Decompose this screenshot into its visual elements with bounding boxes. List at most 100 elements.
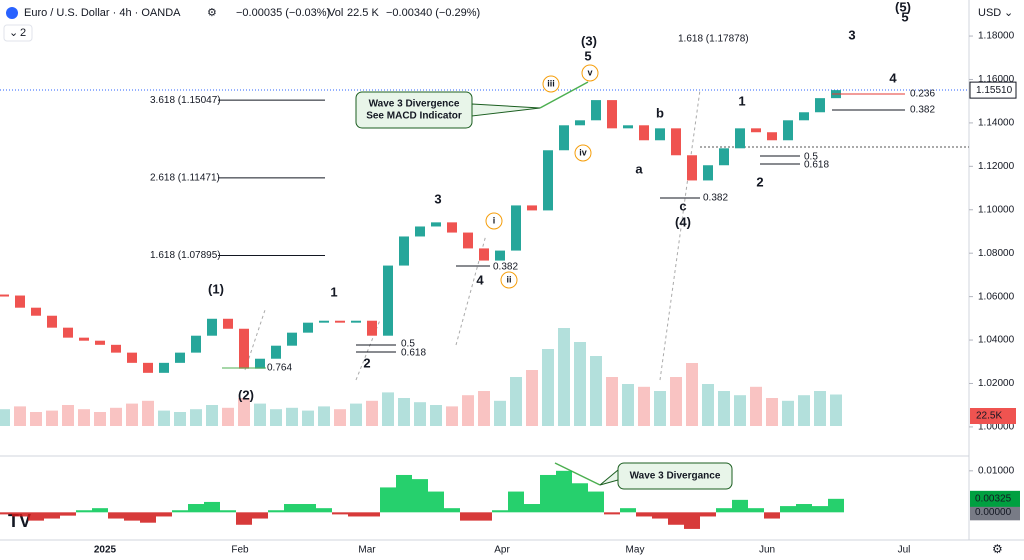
currency-dropdown[interactable]: ⌄ — [1004, 7, 1013, 19]
volume-bar — [718, 391, 730, 426]
volume-bar — [78, 409, 90, 426]
symbol-icon — [6, 7, 18, 19]
candle — [799, 112, 809, 121]
callout-text: See MACD Indicator — [366, 111, 462, 122]
macd-bar — [716, 508, 732, 513]
macd-divergence-line — [554, 462, 601, 486]
x-tick-label: Feb — [231, 545, 249, 556]
volume-bar — [606, 377, 618, 426]
volume-bar — [142, 400, 154, 426]
candle — [575, 120, 585, 126]
macd-bar — [652, 512, 668, 519]
candle — [79, 337, 89, 341]
volume-bar — [686, 363, 698, 426]
candle — [479, 248, 489, 261]
candle — [223, 318, 233, 329]
volume-bar — [526, 370, 538, 426]
macd-bar — [316, 508, 332, 513]
volume-bar — [382, 392, 394, 426]
volume-badge — [970, 408, 1016, 424]
macd-bar — [748, 508, 764, 513]
wave-label: (3) — [581, 33, 597, 48]
wave-label: i — [493, 215, 496, 225]
wave-label: v — [587, 67, 592, 77]
candle — [495, 250, 505, 261]
macd-bar — [764, 512, 780, 519]
symbol: Euro / U.S. Dollar · 4h · OANDA — [24, 7, 181, 19]
volume-bar — [206, 405, 218, 426]
candle — [687, 155, 697, 181]
candle — [399, 236, 409, 266]
macd-bar — [460, 512, 476, 521]
macd-bar — [444, 508, 460, 513]
macd-bar — [44, 512, 60, 519]
volume-bar — [46, 410, 58, 426]
candle — [255, 358, 265, 369]
candle — [303, 322, 313, 333]
wave-label: c — [679, 198, 686, 213]
wave-label: (4) — [675, 214, 691, 229]
volume-bar — [94, 412, 106, 426]
wave-label: (2) — [238, 387, 254, 402]
wave-label: 2 — [756, 174, 763, 189]
macd-bar — [396, 474, 412, 513]
macd-bar — [12, 512, 28, 517]
callout-pointer — [471, 103, 541, 117]
collapse-button[interactable] — [3, 24, 33, 42]
wave-circle — [542, 75, 560, 93]
macd-bar — [588, 491, 604, 513]
candle — [735, 128, 745, 149]
macd-last-label: 0.00325 — [975, 493, 1012, 504]
volume-bar — [734, 395, 746, 426]
volume-bar — [430, 405, 442, 426]
volume-bar — [638, 386, 650, 426]
wave-label: (5) — [895, 0, 911, 14]
volume-bar — [814, 391, 826, 426]
currency[interactable]: USD — [978, 7, 1001, 19]
macd-bar — [300, 504, 316, 513]
volume-bar — [462, 395, 474, 426]
volume-bar — [590, 356, 602, 426]
wave-label: 4 — [889, 70, 897, 85]
volume-bar — [398, 398, 410, 426]
volume-bar — [510, 377, 522, 426]
macd-bar — [492, 510, 508, 513]
wave-label: 5 — [901, 9, 908, 24]
macd-bar — [796, 504, 812, 513]
candle — [447, 222, 457, 233]
fib-ratio-label: 0.5 — [401, 339, 415, 350]
macd-bar — [684, 512, 700, 529]
macd-bar — [76, 510, 92, 513]
wave-label: a — [635, 161, 643, 176]
settings-icon[interactable]: ⚙ — [207, 7, 217, 19]
fib-ratio-label: 0.764 — [267, 363, 292, 374]
candle — [287, 332, 297, 346]
volume-label: Vol — [328, 7, 343, 19]
macd-bar — [620, 508, 636, 513]
macd-bar — [172, 510, 188, 513]
volume-bar — [158, 410, 170, 426]
fib-ratio-label: 0.382 — [910, 105, 935, 116]
wave-label: 1 — [330, 284, 337, 299]
macd-bar — [604, 512, 620, 515]
macd-bar — [540, 474, 556, 513]
y-tick-label: 1.14000 — [978, 118, 1015, 129]
wave-circle — [581, 64, 599, 82]
wave-circle — [500, 271, 518, 289]
macd-tick-label: 0.00000 — [975, 507, 1012, 518]
macd-bar — [108, 512, 124, 519]
volume-bar — [110, 407, 122, 426]
candle — [159, 362, 169, 373]
x-tick-label: Jun — [759, 545, 775, 556]
candle — [607, 100, 617, 129]
macd-bar — [732, 499, 748, 513]
candle — [671, 128, 681, 156]
change: −0.00035 (−0.03%) — [236, 7, 330, 19]
y-tick-label: 1.00000 — [978, 422, 1015, 433]
candle — [751, 128, 761, 133]
volume-bar — [542, 349, 554, 426]
volume-bar — [190, 409, 202, 426]
candle — [463, 232, 473, 249]
settings-gear[interactable]: ⚙ — [992, 542, 1003, 556]
volume-bar — [0, 409, 10, 426]
